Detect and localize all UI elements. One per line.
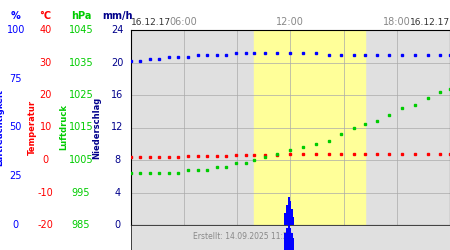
Text: 16: 16 <box>111 90 124 100</box>
Text: -10: -10 <box>38 188 54 198</box>
Text: 1015: 1015 <box>68 122 93 132</box>
Text: Niederschlag: Niederschlag <box>92 96 101 159</box>
Text: 30: 30 <box>40 58 52 68</box>
Text: %: % <box>11 11 21 21</box>
Text: -20: -20 <box>38 220 54 230</box>
Text: 995: 995 <box>72 188 90 198</box>
Bar <box>291 232 293 250</box>
Text: 0: 0 <box>114 220 121 230</box>
Text: Luftdruck: Luftdruck <box>59 104 68 150</box>
Bar <box>253 30 365 225</box>
Text: 50: 50 <box>9 122 22 132</box>
Bar <box>284 232 286 250</box>
Text: 16.12.17: 16.12.17 <box>130 18 171 27</box>
Text: Luftfeuchtigkeit: Luftfeuchtigkeit <box>0 89 4 166</box>
Text: 0: 0 <box>13 220 19 230</box>
Text: 24: 24 <box>111 25 124 35</box>
Text: 40: 40 <box>40 25 52 35</box>
Text: 20: 20 <box>111 58 124 68</box>
Bar <box>292 238 294 250</box>
Text: 12: 12 <box>111 122 124 132</box>
Text: 25: 25 <box>9 171 22 181</box>
Bar <box>288 196 290 225</box>
Text: 1035: 1035 <box>68 58 93 68</box>
Text: 20: 20 <box>40 90 52 100</box>
Text: 0: 0 <box>43 155 49 165</box>
Bar <box>292 217 294 225</box>
Text: 1045: 1045 <box>68 25 93 35</box>
Bar <box>286 228 288 250</box>
Text: 985: 985 <box>72 220 90 230</box>
Text: 06:00: 06:00 <box>170 17 198 27</box>
Text: Temperatur: Temperatur <box>27 100 36 155</box>
Text: 75: 75 <box>9 74 22 84</box>
Bar <box>286 205 288 225</box>
Text: 8: 8 <box>114 155 121 165</box>
Bar <box>289 228 291 250</box>
Text: 4: 4 <box>114 188 121 198</box>
Text: 18:00: 18:00 <box>383 17 410 27</box>
Text: Erstellt: 14.09.2025 11:20: Erstellt: 14.09.2025 11:20 <box>193 232 292 241</box>
Text: °C: °C <box>40 11 52 21</box>
Text: mm/h: mm/h <box>102 11 133 21</box>
Text: 100: 100 <box>6 25 25 35</box>
Text: 16.12.17: 16.12.17 <box>410 18 450 27</box>
Bar <box>288 225 290 250</box>
Text: 1025: 1025 <box>68 90 93 100</box>
Text: 12:00: 12:00 <box>276 17 304 27</box>
Bar <box>291 209 293 225</box>
Bar <box>289 200 291 225</box>
Text: 10: 10 <box>40 122 52 132</box>
Text: 1005: 1005 <box>68 155 93 165</box>
Bar <box>284 213 286 225</box>
Text: hPa: hPa <box>71 11 91 21</box>
